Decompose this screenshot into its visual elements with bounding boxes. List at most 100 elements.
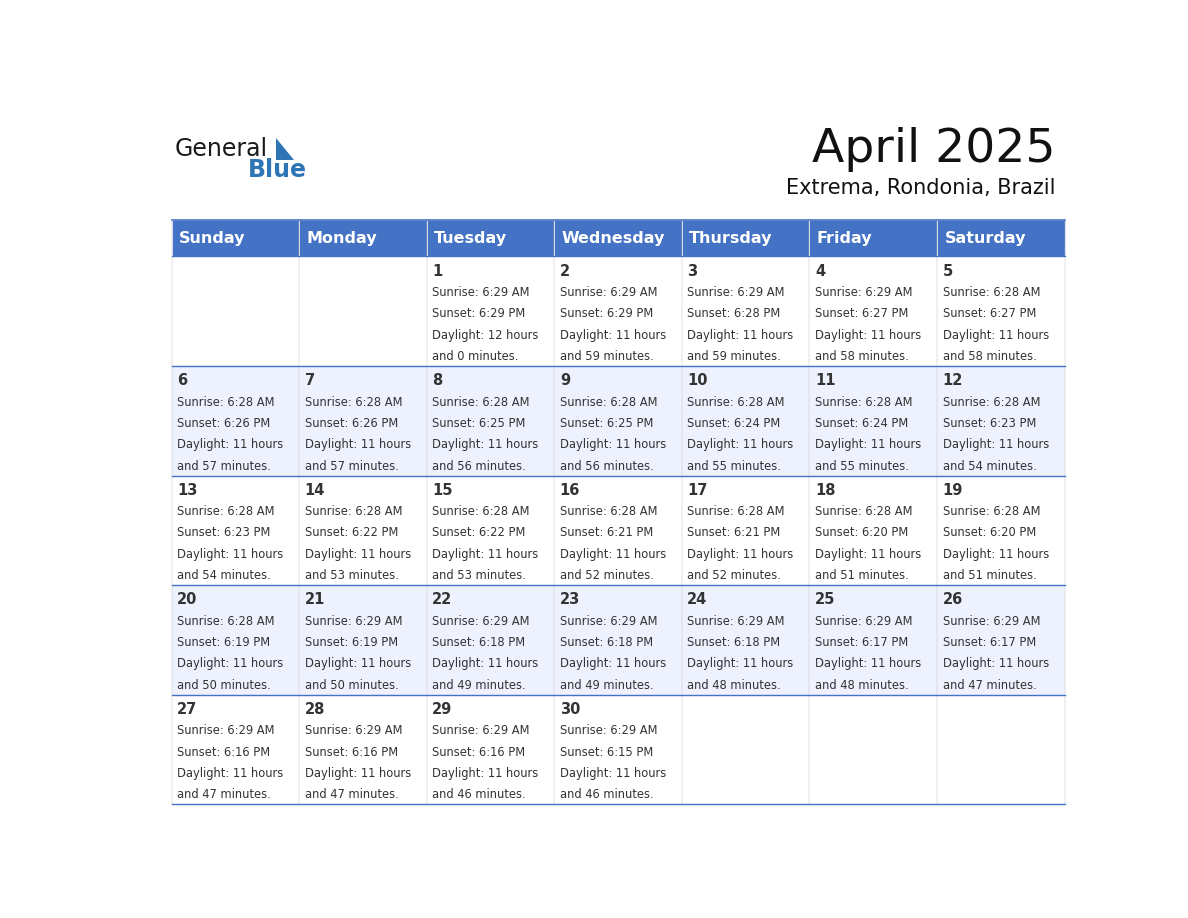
Text: Sunrise: 6:29 AM: Sunrise: 6:29 AM bbox=[560, 615, 657, 628]
Bar bbox=[682, 476, 809, 585]
Text: 1: 1 bbox=[432, 263, 442, 278]
Text: 18: 18 bbox=[815, 483, 835, 498]
Text: Extrema, Rondonia, Brazil: Extrema, Rondonia, Brazil bbox=[786, 178, 1055, 198]
Text: 6: 6 bbox=[177, 373, 188, 388]
Text: Saturday: Saturday bbox=[944, 230, 1026, 246]
Text: 17: 17 bbox=[688, 483, 708, 498]
Text: Sunday: Sunday bbox=[179, 230, 246, 246]
Text: 7: 7 bbox=[304, 373, 315, 388]
Text: Daylight: 11 hours: Daylight: 11 hours bbox=[560, 657, 666, 670]
Text: 12: 12 bbox=[942, 373, 963, 388]
Text: Blue: Blue bbox=[248, 158, 307, 183]
Text: Sunset: 6:16 PM: Sunset: 6:16 PM bbox=[304, 745, 398, 758]
Bar bbox=[809, 366, 937, 476]
Text: Daylight: 11 hours: Daylight: 11 hours bbox=[304, 657, 411, 670]
Text: and 47 minutes.: and 47 minutes. bbox=[304, 789, 398, 801]
Text: and 47 minutes.: and 47 minutes. bbox=[177, 789, 271, 801]
Text: Daylight: 11 hours: Daylight: 11 hours bbox=[942, 657, 1049, 670]
Text: Daylight: 11 hours: Daylight: 11 hours bbox=[177, 438, 283, 452]
Text: 30: 30 bbox=[560, 701, 580, 717]
Text: Sunrise: 6:28 AM: Sunrise: 6:28 AM bbox=[177, 505, 274, 518]
Bar bbox=[426, 695, 555, 804]
Text: Sunrise: 6:28 AM: Sunrise: 6:28 AM bbox=[177, 615, 274, 628]
Text: Sunrise: 6:29 AM: Sunrise: 6:29 AM bbox=[942, 615, 1040, 628]
Bar bbox=[809, 695, 937, 804]
Text: and 46 minutes.: and 46 minutes. bbox=[560, 789, 653, 801]
Text: Sunrise: 6:28 AM: Sunrise: 6:28 AM bbox=[942, 396, 1040, 409]
Text: 23: 23 bbox=[560, 592, 580, 607]
Bar bbox=[171, 219, 299, 256]
Text: Sunrise: 6:28 AM: Sunrise: 6:28 AM bbox=[432, 505, 530, 518]
Bar bbox=[299, 219, 426, 256]
Text: Daylight: 11 hours: Daylight: 11 hours bbox=[432, 438, 538, 452]
Text: Daylight: 11 hours: Daylight: 11 hours bbox=[688, 548, 794, 561]
Text: and 57 minutes.: and 57 minutes. bbox=[177, 460, 271, 473]
Text: 5: 5 bbox=[942, 263, 953, 278]
Text: Daylight: 11 hours: Daylight: 11 hours bbox=[177, 548, 283, 561]
Text: Sunset: 6:16 PM: Sunset: 6:16 PM bbox=[432, 745, 525, 758]
Text: Sunrise: 6:29 AM: Sunrise: 6:29 AM bbox=[304, 724, 402, 737]
Bar bbox=[426, 366, 555, 476]
Text: Sunrise: 6:28 AM: Sunrise: 6:28 AM bbox=[560, 396, 657, 409]
Text: Sunrise: 6:29 AM: Sunrise: 6:29 AM bbox=[815, 615, 912, 628]
Text: Tuesday: Tuesday bbox=[434, 230, 507, 246]
Bar bbox=[937, 366, 1064, 476]
Text: and 59 minutes.: and 59 minutes. bbox=[560, 350, 653, 364]
Text: and 55 minutes.: and 55 minutes. bbox=[815, 460, 909, 473]
Text: Sunrise: 6:28 AM: Sunrise: 6:28 AM bbox=[304, 396, 402, 409]
Text: 10: 10 bbox=[688, 373, 708, 388]
Text: Daylight: 11 hours: Daylight: 11 hours bbox=[815, 329, 921, 341]
Text: Daylight: 11 hours: Daylight: 11 hours bbox=[815, 438, 921, 452]
Polygon shape bbox=[276, 139, 293, 160]
Text: 2: 2 bbox=[560, 263, 570, 278]
Text: Sunset: 6:28 PM: Sunset: 6:28 PM bbox=[688, 308, 781, 320]
Text: and 56 minutes.: and 56 minutes. bbox=[560, 460, 653, 473]
Text: Sunset: 6:29 PM: Sunset: 6:29 PM bbox=[432, 308, 525, 320]
Text: 8: 8 bbox=[432, 373, 442, 388]
Text: Sunset: 6:25 PM: Sunset: 6:25 PM bbox=[560, 417, 653, 430]
Bar bbox=[555, 256, 682, 366]
Text: 3: 3 bbox=[688, 263, 697, 278]
Text: 20: 20 bbox=[177, 592, 197, 607]
Text: Sunrise: 6:28 AM: Sunrise: 6:28 AM bbox=[942, 505, 1040, 518]
Text: and 51 minutes.: and 51 minutes. bbox=[942, 569, 1036, 582]
Text: Daylight: 11 hours: Daylight: 11 hours bbox=[942, 329, 1049, 341]
Text: Sunset: 6:22 PM: Sunset: 6:22 PM bbox=[304, 527, 398, 540]
Text: Daylight: 11 hours: Daylight: 11 hours bbox=[815, 657, 921, 670]
Text: 16: 16 bbox=[560, 483, 580, 498]
Text: 28: 28 bbox=[304, 701, 326, 717]
Bar bbox=[555, 366, 682, 476]
Bar bbox=[682, 256, 809, 366]
Text: and 50 minutes.: and 50 minutes. bbox=[177, 678, 271, 692]
Text: Daylight: 11 hours: Daylight: 11 hours bbox=[432, 548, 538, 561]
Bar bbox=[171, 366, 299, 476]
Text: Daylight: 11 hours: Daylight: 11 hours bbox=[560, 438, 666, 452]
Text: Sunrise: 6:29 AM: Sunrise: 6:29 AM bbox=[304, 615, 402, 628]
Text: and 48 minutes.: and 48 minutes. bbox=[815, 678, 909, 692]
Text: and 51 minutes.: and 51 minutes. bbox=[815, 569, 909, 582]
Bar bbox=[809, 476, 937, 585]
Bar bbox=[937, 476, 1064, 585]
Bar bbox=[682, 695, 809, 804]
Text: 26: 26 bbox=[942, 592, 962, 607]
Text: Sunrise: 6:29 AM: Sunrise: 6:29 AM bbox=[688, 286, 785, 299]
Text: Daylight: 11 hours: Daylight: 11 hours bbox=[304, 548, 411, 561]
Bar bbox=[426, 256, 555, 366]
Text: Sunrise: 6:28 AM: Sunrise: 6:28 AM bbox=[432, 396, 530, 409]
Text: Sunset: 6:22 PM: Sunset: 6:22 PM bbox=[432, 527, 525, 540]
Bar bbox=[171, 256, 299, 366]
Text: Sunset: 6:20 PM: Sunset: 6:20 PM bbox=[815, 527, 908, 540]
Text: Monday: Monday bbox=[307, 230, 377, 246]
Text: Sunrise: 6:29 AM: Sunrise: 6:29 AM bbox=[432, 286, 530, 299]
Bar bbox=[682, 366, 809, 476]
Text: Daylight: 11 hours: Daylight: 11 hours bbox=[177, 657, 283, 670]
Text: Daylight: 11 hours: Daylight: 11 hours bbox=[432, 767, 538, 780]
Text: Thursday: Thursday bbox=[689, 230, 772, 246]
Text: Sunset: 6:16 PM: Sunset: 6:16 PM bbox=[177, 745, 270, 758]
Text: Sunrise: 6:29 AM: Sunrise: 6:29 AM bbox=[432, 724, 530, 737]
Text: Daylight: 11 hours: Daylight: 11 hours bbox=[688, 329, 794, 341]
Text: Sunset: 6:18 PM: Sunset: 6:18 PM bbox=[560, 636, 653, 649]
Text: Sunset: 6:27 PM: Sunset: 6:27 PM bbox=[815, 308, 909, 320]
Text: Daylight: 11 hours: Daylight: 11 hours bbox=[177, 767, 283, 780]
Text: April 2025: April 2025 bbox=[811, 127, 1055, 172]
